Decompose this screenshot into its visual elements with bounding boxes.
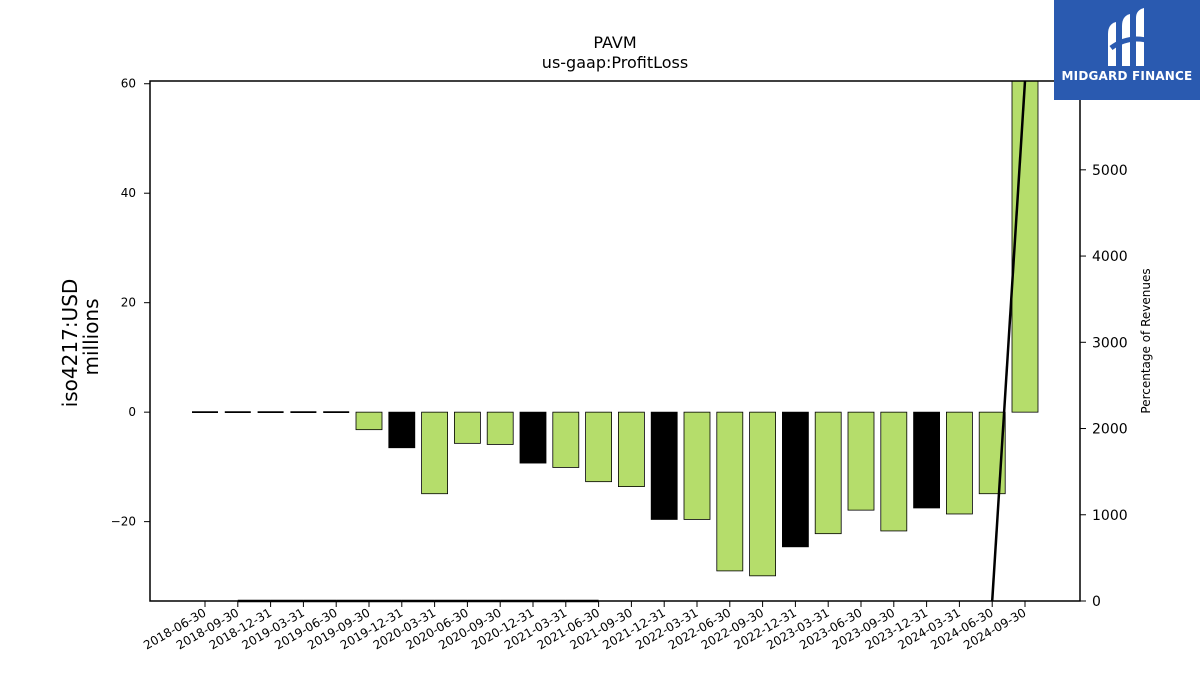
left-tick-label: 60 [121,77,136,91]
bar-2021-09-30 [618,411,645,488]
bar-2020-06-30 [453,411,481,444]
x-axis-ticks: 2018-06-302018-09-302018-12-312019-03-31… [141,601,1029,652]
y-axis-label-line2: millions [79,298,103,375]
y2-axis-label: Percentage of Revenues [1139,268,1153,413]
bar-2022-09-30 [749,411,776,577]
chart-subtitle: us-gaap:ProfitLoss [542,53,688,72]
right-tick-label: 3000 [1092,335,1128,351]
bar-2024-03-31 [946,411,973,515]
left-tick-label: −20 [111,515,136,529]
plot-frame [149,80,1081,602]
left-axis-ticks: −20 0 20 40 60 [111,77,150,529]
bar-2019-09-30 [355,411,383,431]
bar-2021-12-31 [650,411,678,520]
bar-2023-12-31 [913,411,940,509]
left-tick-label: 20 [121,296,136,310]
right-tick-label: 1000 [1092,508,1128,524]
left-tick-label: 0 [128,405,136,419]
pct-line-segment-24 [990,80,1027,602]
bar-2023-09-30 [880,411,908,532]
bar-2020-03-31 [421,411,449,495]
midgard-logo-mark-icon [1108,8,1147,66]
bar-2022-12-31 [782,411,809,548]
right-tick-label: 5000 [1092,163,1128,179]
chart-title: PAVM [593,33,636,52]
bar-2023-06-30 [847,411,875,511]
bar-2019-12-31 [388,411,416,449]
bar-2021-03-31 [552,411,580,468]
bar-2023-03-31 [814,411,842,535]
y-axis-label-line1: iso4217:USD [58,279,82,408]
midgard-finance-logo: MIDGARD FINANCE [1054,0,1200,100]
right-tick-label: 4000 [1092,249,1128,265]
right-axis-ticks: 0 1000 2000 3000 4000 5000 [1080,163,1128,610]
bar-2020-12-31 [519,411,547,464]
bar-2024-09-30 [1011,80,1039,413]
bar-2020-09-30 [486,411,514,445]
bar-2022-03-31 [683,411,711,520]
bars-layer [192,80,1039,577]
left-tick-label: 40 [121,186,136,200]
bar-2021-06-30 [585,411,612,483]
bar-2022-06-30 [716,411,744,572]
logo-text: MIDGARD FINANCE [1061,69,1193,83]
right-tick-label: 0 [1092,594,1101,610]
right-tick-label: 2000 [1092,422,1128,438]
